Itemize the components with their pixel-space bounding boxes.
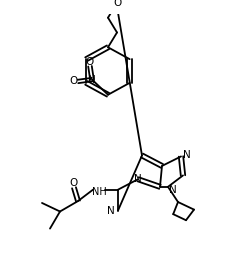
Text: N: N bbox=[88, 75, 96, 84]
Text: N: N bbox=[183, 150, 191, 160]
Text: NH: NH bbox=[92, 187, 106, 197]
Text: N: N bbox=[169, 185, 177, 195]
Text: O: O bbox=[86, 57, 94, 66]
Text: N: N bbox=[134, 174, 142, 184]
Text: O: O bbox=[113, 0, 121, 8]
Text: O: O bbox=[70, 76, 78, 86]
Text: N: N bbox=[107, 206, 115, 216]
Text: O: O bbox=[69, 178, 77, 188]
